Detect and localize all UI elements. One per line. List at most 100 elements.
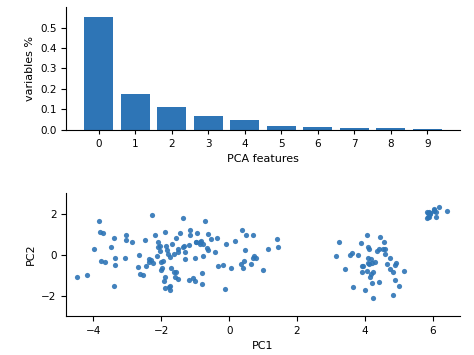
- Point: [167, 265, 174, 271]
- Point: [247, 261, 255, 267]
- Point: [348, 250, 356, 256]
- Y-axis label: PC2: PC2: [26, 244, 36, 266]
- Point: [249, 255, 256, 261]
- Point: [172, 235, 180, 241]
- Point: [154, 253, 161, 259]
- Point: [121, 255, 129, 261]
- Point: [165, 284, 173, 290]
- Point: [160, 278, 167, 284]
- Point: [156, 243, 164, 248]
- Bar: [157, 107, 186, 130]
- Point: [111, 263, 119, 268]
- Point: [365, 260, 372, 266]
- Point: [274, 244, 282, 250]
- Point: [354, 252, 362, 258]
- Point: [375, 279, 383, 285]
- Point: [361, 287, 369, 293]
- Point: [204, 247, 211, 253]
- Point: [259, 267, 266, 273]
- Point: [376, 234, 383, 240]
- Point: [162, 243, 170, 248]
- Point: [242, 233, 249, 238]
- Point: [185, 242, 192, 248]
- Point: [390, 269, 397, 275]
- Point: [197, 238, 204, 244]
- Point: [358, 269, 366, 274]
- Point: [128, 240, 136, 245]
- Point: [99, 230, 107, 235]
- Point: [174, 246, 182, 252]
- Point: [137, 271, 144, 277]
- Point: [392, 261, 400, 266]
- Point: [110, 284, 118, 289]
- Point: [213, 235, 220, 241]
- Point: [147, 257, 155, 263]
- Point: [200, 253, 207, 259]
- Point: [222, 241, 229, 246]
- Point: [173, 269, 180, 275]
- Point: [161, 229, 168, 235]
- Point: [424, 210, 432, 215]
- Point: [166, 283, 174, 289]
- Point: [203, 245, 211, 250]
- Point: [192, 239, 200, 245]
- Point: [154, 244, 162, 250]
- Point: [166, 255, 173, 260]
- Point: [83, 273, 91, 278]
- Bar: [376, 128, 405, 130]
- Point: [214, 263, 221, 269]
- Point: [432, 209, 439, 215]
- Point: [391, 262, 399, 268]
- Point: [375, 246, 383, 252]
- Point: [140, 273, 147, 278]
- Point: [191, 278, 199, 284]
- Point: [122, 232, 129, 238]
- Point: [366, 274, 374, 280]
- Point: [430, 208, 438, 213]
- Point: [163, 247, 171, 253]
- Point: [221, 286, 228, 291]
- Point: [161, 285, 169, 291]
- Point: [238, 227, 246, 233]
- Point: [198, 271, 206, 276]
- Point: [135, 252, 143, 258]
- Point: [166, 288, 173, 293]
- Bar: [303, 127, 332, 130]
- X-axis label: PC1: PC1: [252, 341, 274, 351]
- X-axis label: PCA features: PCA features: [227, 154, 299, 164]
- Point: [156, 248, 164, 254]
- Point: [170, 251, 178, 257]
- Point: [386, 255, 393, 261]
- Point: [186, 277, 193, 283]
- Point: [196, 241, 203, 247]
- Bar: [340, 128, 369, 130]
- Point: [249, 232, 257, 238]
- Point: [149, 260, 157, 266]
- Point: [141, 237, 149, 243]
- Point: [111, 255, 118, 261]
- Point: [240, 258, 248, 264]
- Point: [349, 284, 357, 290]
- Point: [342, 267, 349, 272]
- Point: [161, 274, 169, 280]
- Point: [197, 239, 204, 245]
- Point: [426, 210, 433, 215]
- Point: [180, 243, 188, 249]
- Point: [181, 256, 189, 262]
- Point: [332, 253, 340, 258]
- Point: [187, 232, 194, 238]
- Point: [191, 256, 199, 261]
- Point: [359, 263, 367, 268]
- Bar: [194, 116, 223, 130]
- Point: [381, 239, 388, 244]
- Point: [170, 269, 178, 275]
- Point: [174, 276, 182, 282]
- Point: [159, 258, 167, 264]
- Point: [370, 295, 377, 301]
- Point: [95, 218, 102, 224]
- Point: [227, 265, 235, 271]
- Point: [157, 267, 165, 273]
- Point: [179, 244, 187, 250]
- Point: [134, 264, 141, 270]
- Point: [252, 255, 260, 261]
